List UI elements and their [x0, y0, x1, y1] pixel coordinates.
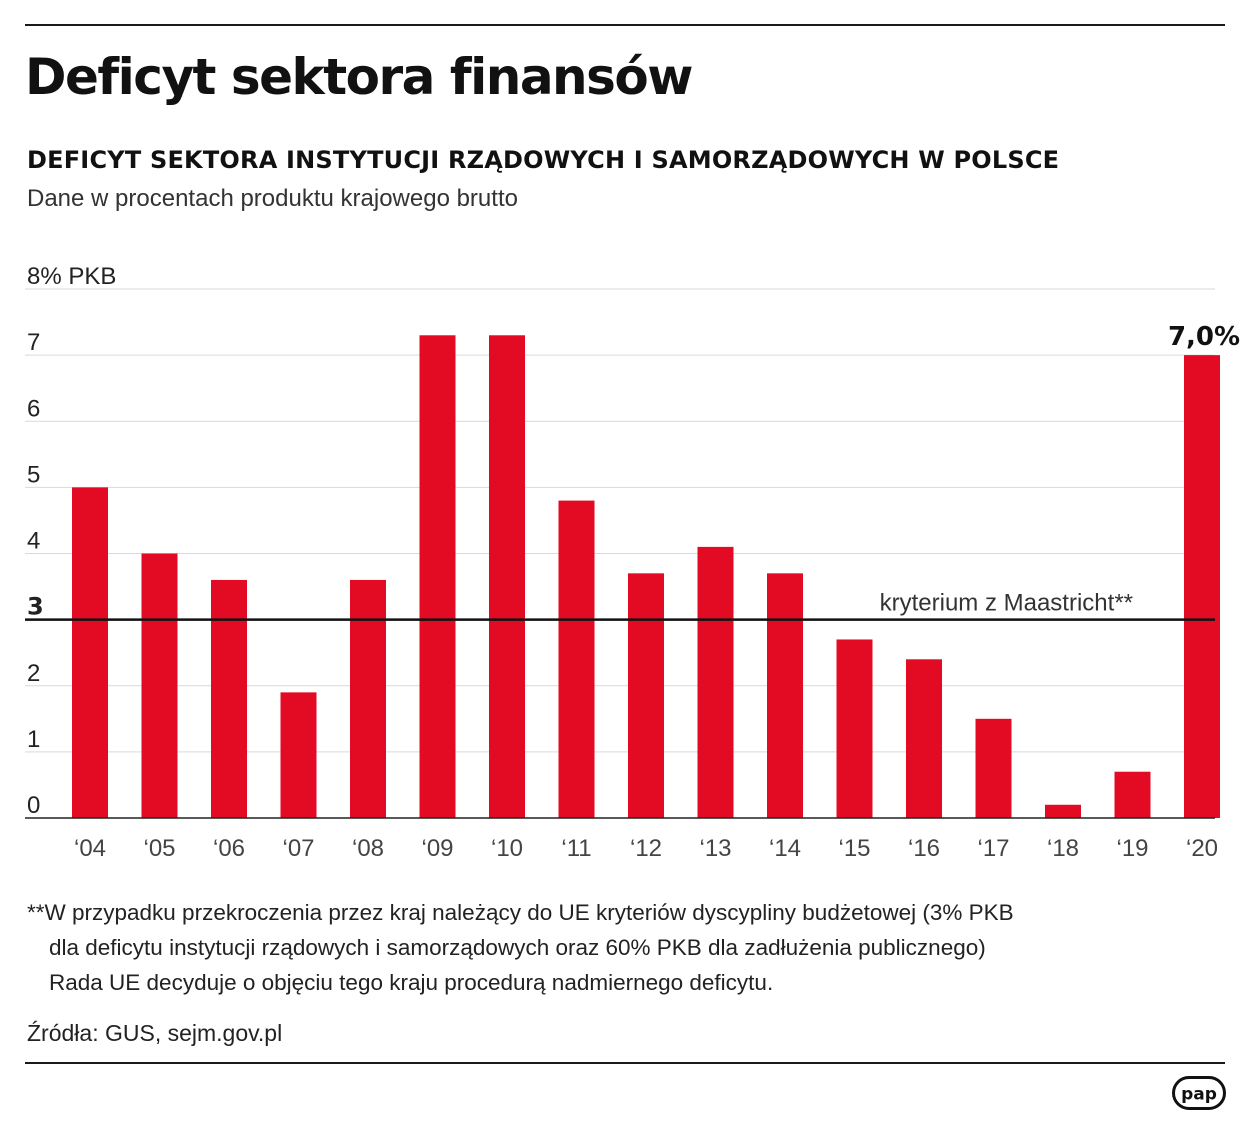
- footnote-line: **W przypadku przekroczenia przez kraj n…: [27, 900, 1014, 925]
- x-tick-label: ‘17: [977, 835, 1009, 862]
- bar: [489, 335, 525, 818]
- y-tick-label: 1: [27, 726, 40, 753]
- bar-chart: 0 1 2 3 4 5 6 7 8% PKB ‘04 ‘05 ‘06 ‘07 ‘08 ‘09 ‘10 ‘11 ‘1…: [25, 263, 1240, 862]
- bar: [350, 579, 386, 818]
- top-rule: [25, 24, 1225, 26]
- x-tick-label: ‘08: [352, 835, 384, 862]
- bar: [72, 487, 108, 818]
- x-tick-label: ‘19: [1116, 835, 1148, 862]
- bar: [697, 546, 734, 818]
- bar: [1184, 355, 1220, 818]
- x-tick-label: ‘12: [630, 835, 662, 862]
- pap-logo: pap: [1172, 1076, 1226, 1110]
- bar: [975, 718, 1012, 818]
- bar: [628, 573, 664, 818]
- y-tick-label: 4: [27, 528, 40, 555]
- y-tick-label: 0: [27, 792, 40, 819]
- y-tick-label: 6: [27, 395, 40, 422]
- x-tick-label: ‘16: [908, 835, 940, 862]
- x-tick-label: ‘18: [1047, 835, 1079, 862]
- bar: [767, 573, 803, 818]
- y-tick-label: 5: [27, 461, 40, 488]
- bar: [280, 692, 317, 818]
- bar: [211, 579, 247, 818]
- bar: [141, 553, 178, 818]
- reference-line-label: kryterium z Maastricht**: [880, 590, 1133, 617]
- footnote-line: dla deficytu instytucji rządowych i samo…: [49, 935, 986, 960]
- x-tick-label: ‘14: [769, 835, 801, 862]
- bar: [419, 335, 456, 818]
- footnote: **W przypadku przekroczenia przez kraj n…: [27, 895, 1217, 1000]
- x-tick-label: ‘13: [699, 835, 731, 862]
- footnote-line: Rada UE decyduje o objęciu tego kraju pr…: [49, 970, 774, 995]
- x-tick-label: ‘07: [282, 835, 314, 862]
- source-note: Źródła: GUS, sejm.gov.pl: [27, 1020, 283, 1046]
- bottom-rule: [25, 1062, 1225, 1064]
- y-tick-label: 2: [27, 660, 40, 687]
- chart-description: Dane w procentach produktu krajowego bru…: [27, 185, 518, 212]
- x-tick-label: ‘10: [491, 835, 523, 862]
- x-tick-label: ‘11: [561, 835, 591, 862]
- svg-text:pap: pap: [1181, 1085, 1217, 1105]
- bar: [906, 659, 942, 818]
- data-label: 7,0%: [1168, 322, 1240, 352]
- bar: [836, 639, 873, 818]
- bar: [1114, 771, 1151, 818]
- y-tick-label: 8% PKB: [27, 263, 116, 290]
- x-tick-label: ‘05: [143, 835, 175, 862]
- x-tick-label: ‘06: [213, 835, 245, 862]
- page-title: Deficyt sektora finansów: [25, 48, 693, 106]
- y-tick-label: 7: [27, 329, 40, 356]
- y-tick-label: 3: [27, 593, 44, 621]
- x-tick-label: ‘15: [838, 835, 870, 862]
- x-tick-label: ‘09: [421, 835, 453, 862]
- chart-subtitle: DEFICYT SEKTORA INSTYTUCJI RZĄDOWYCH I S…: [27, 146, 1060, 174]
- bar: [558, 500, 595, 818]
- bar: [1045, 804, 1081, 818]
- x-tick-label: ‘04: [74, 835, 106, 862]
- x-tick-label: ‘20: [1186, 835, 1218, 862]
